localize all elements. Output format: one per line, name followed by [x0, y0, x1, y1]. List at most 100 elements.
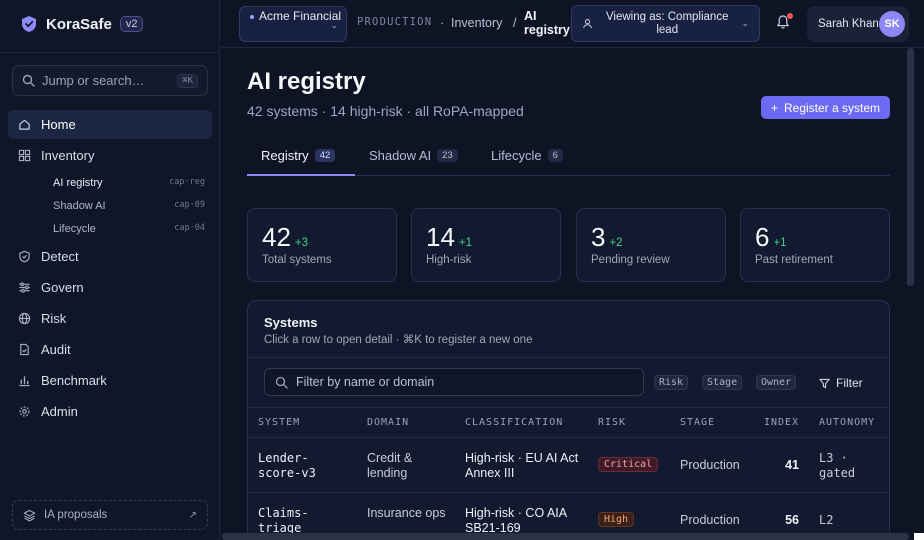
brand[interactable]: KoraSafe v2: [20, 15, 144, 33]
breadcrumb-inventory[interactable]: Inventory: [451, 16, 503, 30]
header-divider: [248, 437, 889, 438]
filter-button[interactable]: Filter: [819, 376, 863, 390]
ia-proposals-button[interactable]: IA proposals ↗: [12, 500, 208, 530]
scrollbar-corner: [914, 533, 924, 540]
panel-divider: [248, 357, 889, 358]
kpi-label: Pending review: [591, 254, 670, 266]
filter-input[interactable]: Filter by name or domain: [264, 368, 644, 396]
kpi-card-retirement: 6 +1 Past retirement: [740, 208, 890, 282]
sidebar-item-audit[interactable]: Audit: [8, 335, 212, 364]
viewing-as-switcher[interactable]: Viewing as: Compliance lead ⌄: [571, 5, 760, 42]
sidebar-item-govern[interactable]: Govern: [8, 273, 212, 302]
jump-search-input[interactable]: Jump or search… ⌘K: [12, 65, 208, 96]
sidebar-item-label: Home: [41, 117, 76, 132]
cell-system: Claims-triage: [258, 506, 309, 535]
tabs-divider: [247, 175, 890, 176]
subitem-label: Lifecycle: [53, 223, 96, 235]
column-header[interactable]: INDEX: [764, 417, 800, 428]
cell-classification: High-risk · CO AIA SB21-169: [465, 506, 567, 535]
subitem-label: AI registry: [53, 177, 103, 189]
sidebar-item-detect[interactable]: Detect: [8, 242, 212, 271]
risk-badge: Critical: [598, 457, 659, 472]
cell-autonomy: L2: [819, 513, 834, 527]
column-header[interactable]: STAGE: [680, 417, 716, 428]
tab-lifecycle[interactable]: Lifecycle 6: [491, 148, 563, 176]
column-header[interactable]: AUTONOMY: [819, 417, 876, 428]
kpi-label: High-risk: [426, 254, 472, 266]
filter-placeholder: Filter by name or domain: [296, 375, 435, 389]
sidebar-item-label: Audit: [41, 342, 71, 357]
panel-title: Systems: [264, 315, 318, 330]
user-name: Sarah Khan: [818, 17, 879, 30]
sidebar-subitem-lifecycle[interactable]: Lifecycle cap·04: [53, 223, 209, 235]
row-divider: [248, 492, 889, 493]
cell-stage: Production: [680, 513, 740, 527]
panel-divider: [248, 407, 889, 408]
sidebar-item-inventory[interactable]: Inventory: [8, 141, 212, 170]
column-header[interactable]: CLASSIFICATION: [465, 417, 564, 428]
search-icon: [275, 376, 288, 389]
external-arrow-icon: ↗: [188, 509, 197, 521]
column-header[interactable]: DOMAIN: [367, 417, 410, 428]
sidebar-subitem-shadow-ai[interactable]: Shadow AI cap·09: [53, 200, 209, 212]
shield-check-icon: [19, 250, 30, 263]
viewing-as-label: Viewing as: Compliance lead: [605, 10, 729, 36]
user-menu[interactable]: Sarah Khan SK: [807, 6, 909, 42]
search-placeholder: Jump or search…: [42, 73, 145, 88]
sidebar-item-benchmark[interactable]: Benchmark: [8, 366, 212, 395]
tab-label: Registry: [261, 148, 309, 163]
page-subtitle: 42 systems · 14 high-risk · all RoPA-map…: [247, 103, 524, 119]
version-badge: v2: [119, 16, 144, 32]
sidebar: KoraSafe v2 Jump or search… ⌘K Home Inve…: [0, 0, 220, 540]
filter-label: Filter: [836, 376, 863, 390]
tab-label: Shadow AI: [369, 148, 432, 163]
chip-owner[interactable]: Owner: [756, 375, 797, 390]
column-header[interactable]: RISK: [598, 417, 627, 428]
subitem-label: Shadow AI: [53, 200, 106, 212]
vertical-scrollbar[interactable]: [907, 48, 914, 286]
register-system-label: Register a system: [783, 100, 881, 115]
tab-label: Lifecycle: [491, 148, 542, 163]
kpi-card-total: 42 +3 Total systems: [247, 208, 397, 282]
kpi-label: Past retirement: [755, 254, 833, 266]
sidebar-item-risk[interactable]: Risk: [8, 304, 212, 333]
subitem-code: cap·reg: [169, 177, 205, 187]
tab-registry[interactable]: Registry 42: [261, 148, 336, 176]
kpi-label: Total systems: [262, 254, 332, 266]
sidebar-subitem-ai-registry[interactable]: AI registry cap·reg: [53, 177, 209, 189]
kpi-value: 14: [426, 222, 455, 252]
page-title: AI registry: [247, 68, 366, 95]
kpi-card-pending: 3 +2 Pending review: [576, 208, 726, 282]
sidebar-item-home[interactable]: Home: [8, 110, 212, 139]
chip-risk[interactable]: Risk: [654, 375, 689, 390]
risk-badge: High: [598, 512, 635, 527]
horizontal-scrollbar[interactable]: [222, 533, 909, 540]
kpi-delta: +1: [773, 237, 787, 249]
notification-dot: [787, 13, 793, 19]
chip-stage[interactable]: Stage: [702, 375, 743, 390]
register-system-button[interactable]: + Register a system: [761, 96, 890, 119]
kpi-delta: +3: [294, 237, 309, 249]
sidebar-item-label: Govern: [41, 280, 84, 295]
org-switcher[interactable]: Acme Financial ⌄: [239, 6, 347, 42]
funnel-icon: [819, 378, 830, 388]
cell-domain: Insurance ops: [367, 506, 446, 520]
avatar: SK: [879, 11, 905, 37]
cell-system: Lender-score-v3: [258, 451, 316, 480]
sidebar-item-admin[interactable]: Admin: [8, 397, 212, 426]
tab-count: 42: [314, 149, 336, 162]
subitem-code: cap·09: [174, 200, 205, 210]
sidebar-divider: [0, 52, 219, 53]
cell-index: 41: [785, 458, 799, 472]
breadcrumb-separator: /: [513, 16, 517, 30]
breadcrumb-separator: ·: [440, 16, 445, 30]
proposals-label: IA proposals: [44, 509, 108, 521]
tab-shadow-ai[interactable]: Shadow AI 23: [369, 148, 458, 176]
notifications-button[interactable]: [775, 13, 793, 32]
breadcrumb-current: AI registry: [524, 9, 570, 37]
org-dot-icon: [250, 14, 254, 19]
column-header[interactable]: SYSTEM: [258, 417, 301, 428]
gear-icon: [19, 406, 30, 417]
kpi-delta: +2: [609, 237, 623, 249]
sliders-icon: [19, 282, 30, 293]
